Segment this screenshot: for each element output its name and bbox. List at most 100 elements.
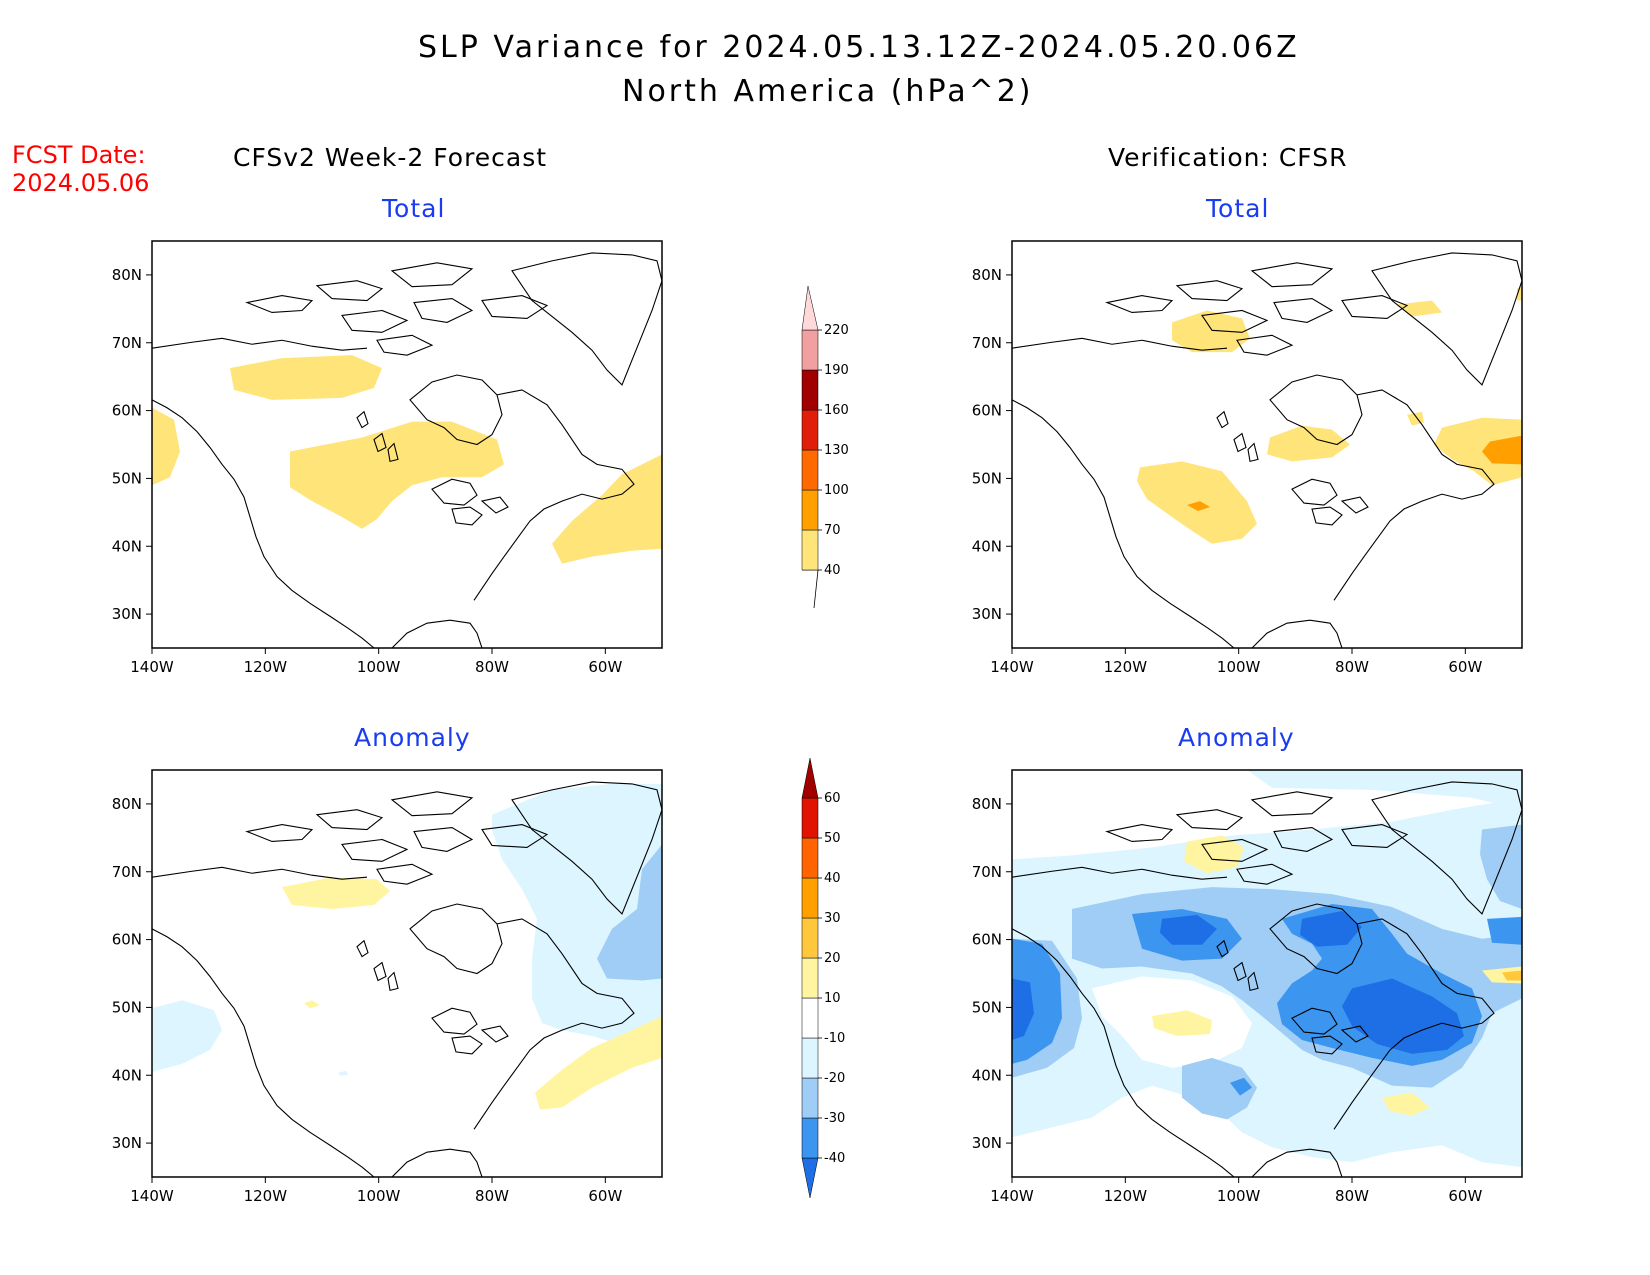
forecast-total-title: Total [382, 194, 446, 223]
verification-anomaly-title: Anomaly [1178, 723, 1295, 752]
colorbar-total-segment-6 [801, 285, 819, 331]
forecast-total-lat-label: 80N [112, 266, 142, 284]
forecast-total-panel: 80N 70N 60N 50N 40N 30N 140W 120W 100W 80W 60W [112, 240, 663, 676]
verification-total-lat-label: 60N [972, 402, 1002, 420]
verification-column-title: Verification: CFSR [1108, 143, 1348, 172]
forecast-anomaly-lat-label: 70N [112, 863, 142, 881]
forecast-total-lat-label: 60N [112, 402, 142, 420]
colorbar-total-label: 40 [824, 563, 841, 578]
forecast-anomaly-frame [151, 769, 663, 1178]
colorbar-anomaly-segment-5 [801, 957, 819, 999]
forecast-anomaly-panel: 80N 70N 60N 50N 40N 30N 140W 120W 100W 80W 60W [112, 769, 663, 1205]
forecast-anomaly-shade-1 [597, 844, 662, 981]
colorbar-anomaly-segment-8 [801, 837, 819, 879]
colorbar-anomaly-segment-1 [801, 1117, 819, 1159]
colorbar-anomaly-segment-7 [801, 877, 819, 919]
forecast-anomaly-lon-label: 60W [588, 1187, 622, 1205]
fcst-date-value: 2024.05.06 [12, 169, 150, 197]
forecast-anomaly-shade-4 [304, 1000, 320, 1009]
verification-anomaly-lat-label: 80N [972, 795, 1002, 813]
forecast-total-frame [151, 240, 663, 649]
colorbar-anomaly-label: -20 [824, 1071, 845, 1086]
colorbar-anomaly-segment-9 [801, 797, 819, 839]
verification-total-shade-3 [1267, 425, 1350, 462]
verification-anomaly-shade-13 [1342, 978, 1464, 1054]
colorbar-anomaly-label: -10 [824, 1031, 845, 1046]
colorbar-anomaly-segment-10 [801, 757, 819, 799]
colorbar-anomaly-segment-0 [801, 1157, 819, 1199]
colorbar-anomaly-label: 40 [824, 871, 841, 886]
colorbar-total-label: 160 [824, 403, 849, 418]
verification-total-frame [1011, 240, 1523, 649]
verification-anomaly-shade-21 [1382, 1092, 1430, 1116]
forecast-total-shade-1 [152, 407, 180, 486]
forecast-total-lon-label: 120W [244, 658, 288, 676]
verification-anomaly-frame [1011, 769, 1523, 1178]
verification-total-map [1012, 241, 1522, 648]
forecast-total-lat-label: 30N [112, 605, 142, 623]
colorbar-anomaly-segment-3 [801, 1037, 819, 1079]
forecast-anomaly-lat-label: 60N [112, 931, 142, 949]
forecast-anomaly-map [152, 770, 662, 1177]
forecast-anomaly-shade-6 [338, 1070, 348, 1076]
verification-anomaly-shade-12 [1487, 916, 1522, 945]
forecast-total-shade-2 [290, 421, 504, 529]
forecast-total-lon-label: 60W [588, 658, 622, 676]
forecast-total-lon-label: 80W [475, 658, 509, 676]
colorbar-anomaly-label: -40 [824, 1151, 845, 1166]
forecast-column-title: CFSv2 Week-2 Forecast [233, 143, 548, 172]
colorbar-total-label: 130 [824, 443, 849, 458]
fcst-date-label: FCST Date: [12, 141, 146, 169]
verification-anomaly-lat-label: 70N [972, 863, 1002, 881]
verification-anomaly-shade-6 [1182, 1057, 1257, 1120]
forecast-anomaly-shade-3 [282, 877, 390, 909]
verification-anomaly-panel: 80N 70N 60N 50N 40N 30N 140W 120W 100W 80W 60W [972, 769, 1523, 1205]
colorbar-anomaly-segment-4 [801, 997, 819, 1039]
forecast-anomaly-lat-label: 40N [112, 1066, 142, 1084]
verification-total-lon-label: 120W [1104, 658, 1148, 676]
verification-anomaly-shade-11 [1230, 1077, 1252, 1096]
figure-title-line2: North America (hPa^2) [622, 74, 1034, 109]
colorbar-anomaly-label: 20 [824, 951, 841, 966]
verification-anomaly-shade-18 [1152, 1010, 1212, 1037]
forecast-anomaly-title: Anomaly [354, 723, 471, 752]
verification-anomaly-shade-17 [1184, 835, 1244, 874]
colorbar-anomaly-label: 30 [824, 911, 841, 926]
colorbar-total-segment-0 [801, 529, 819, 571]
verification-total-shade-2 [1517, 286, 1522, 301]
forecast-anomaly-lon-label: 100W [357, 1187, 401, 1205]
verification-total-lon-label: 80W [1335, 658, 1369, 676]
colorbar-anomaly-label: 50 [824, 831, 841, 846]
verification-total-lat-label: 30N [972, 605, 1002, 623]
verification-anomaly-map [1012, 770, 1522, 1177]
verification-total-panel: 80N 70N 60N 50N 40N 30N 140W 120W 100W 80W 60W [972, 240, 1523, 676]
colorbar-total-segment-3 [801, 409, 819, 451]
colorbar-anomaly-label: 60 [824, 791, 841, 806]
verification-anomaly-lon-label: 60W [1448, 1187, 1482, 1205]
colorbar-total-segment-5 [801, 329, 819, 371]
colorbar-anomaly-segment-6 [801, 917, 819, 959]
colorbar-total-label: 70 [824, 523, 841, 538]
verification-anomaly-lon-label: 100W [1217, 1187, 1261, 1205]
verification-total-lat-label: 40N [972, 537, 1002, 555]
forecast-total-map [152, 241, 662, 648]
forecast-total-lat-label: 50N [112, 469, 142, 487]
verification-total-title: Total [1206, 194, 1270, 223]
forecast-anomaly-lat-label: 30N [112, 1134, 142, 1152]
forecast-total-shade-3 [552, 454, 662, 564]
verification-total-shade-8 [1187, 501, 1210, 512]
verification-anomaly-shade-16 [1160, 914, 1217, 945]
verification-anomaly-lon-label: 120W [1104, 1187, 1148, 1205]
verification-anomaly-lat-label: 50N [972, 998, 1002, 1016]
verification-total-shade-1 [1397, 300, 1442, 317]
verification-anomaly-lat-label: 60N [972, 931, 1002, 949]
forecast-anomaly-lon-label: 140W [130, 1187, 174, 1205]
verification-total-lat-label: 80N [972, 266, 1002, 284]
verification-anomaly-lat-label: 30N [972, 1134, 1002, 1152]
forecast-total-lat-label: 40N [112, 537, 142, 555]
colorbar-total-segment-1 [801, 489, 819, 531]
forecast-anomaly-shade-2 [152, 1000, 222, 1072]
colorbar-anomaly-label: -30 [824, 1111, 845, 1126]
verification-anomaly-lat-label: 40N [972, 1066, 1002, 1084]
